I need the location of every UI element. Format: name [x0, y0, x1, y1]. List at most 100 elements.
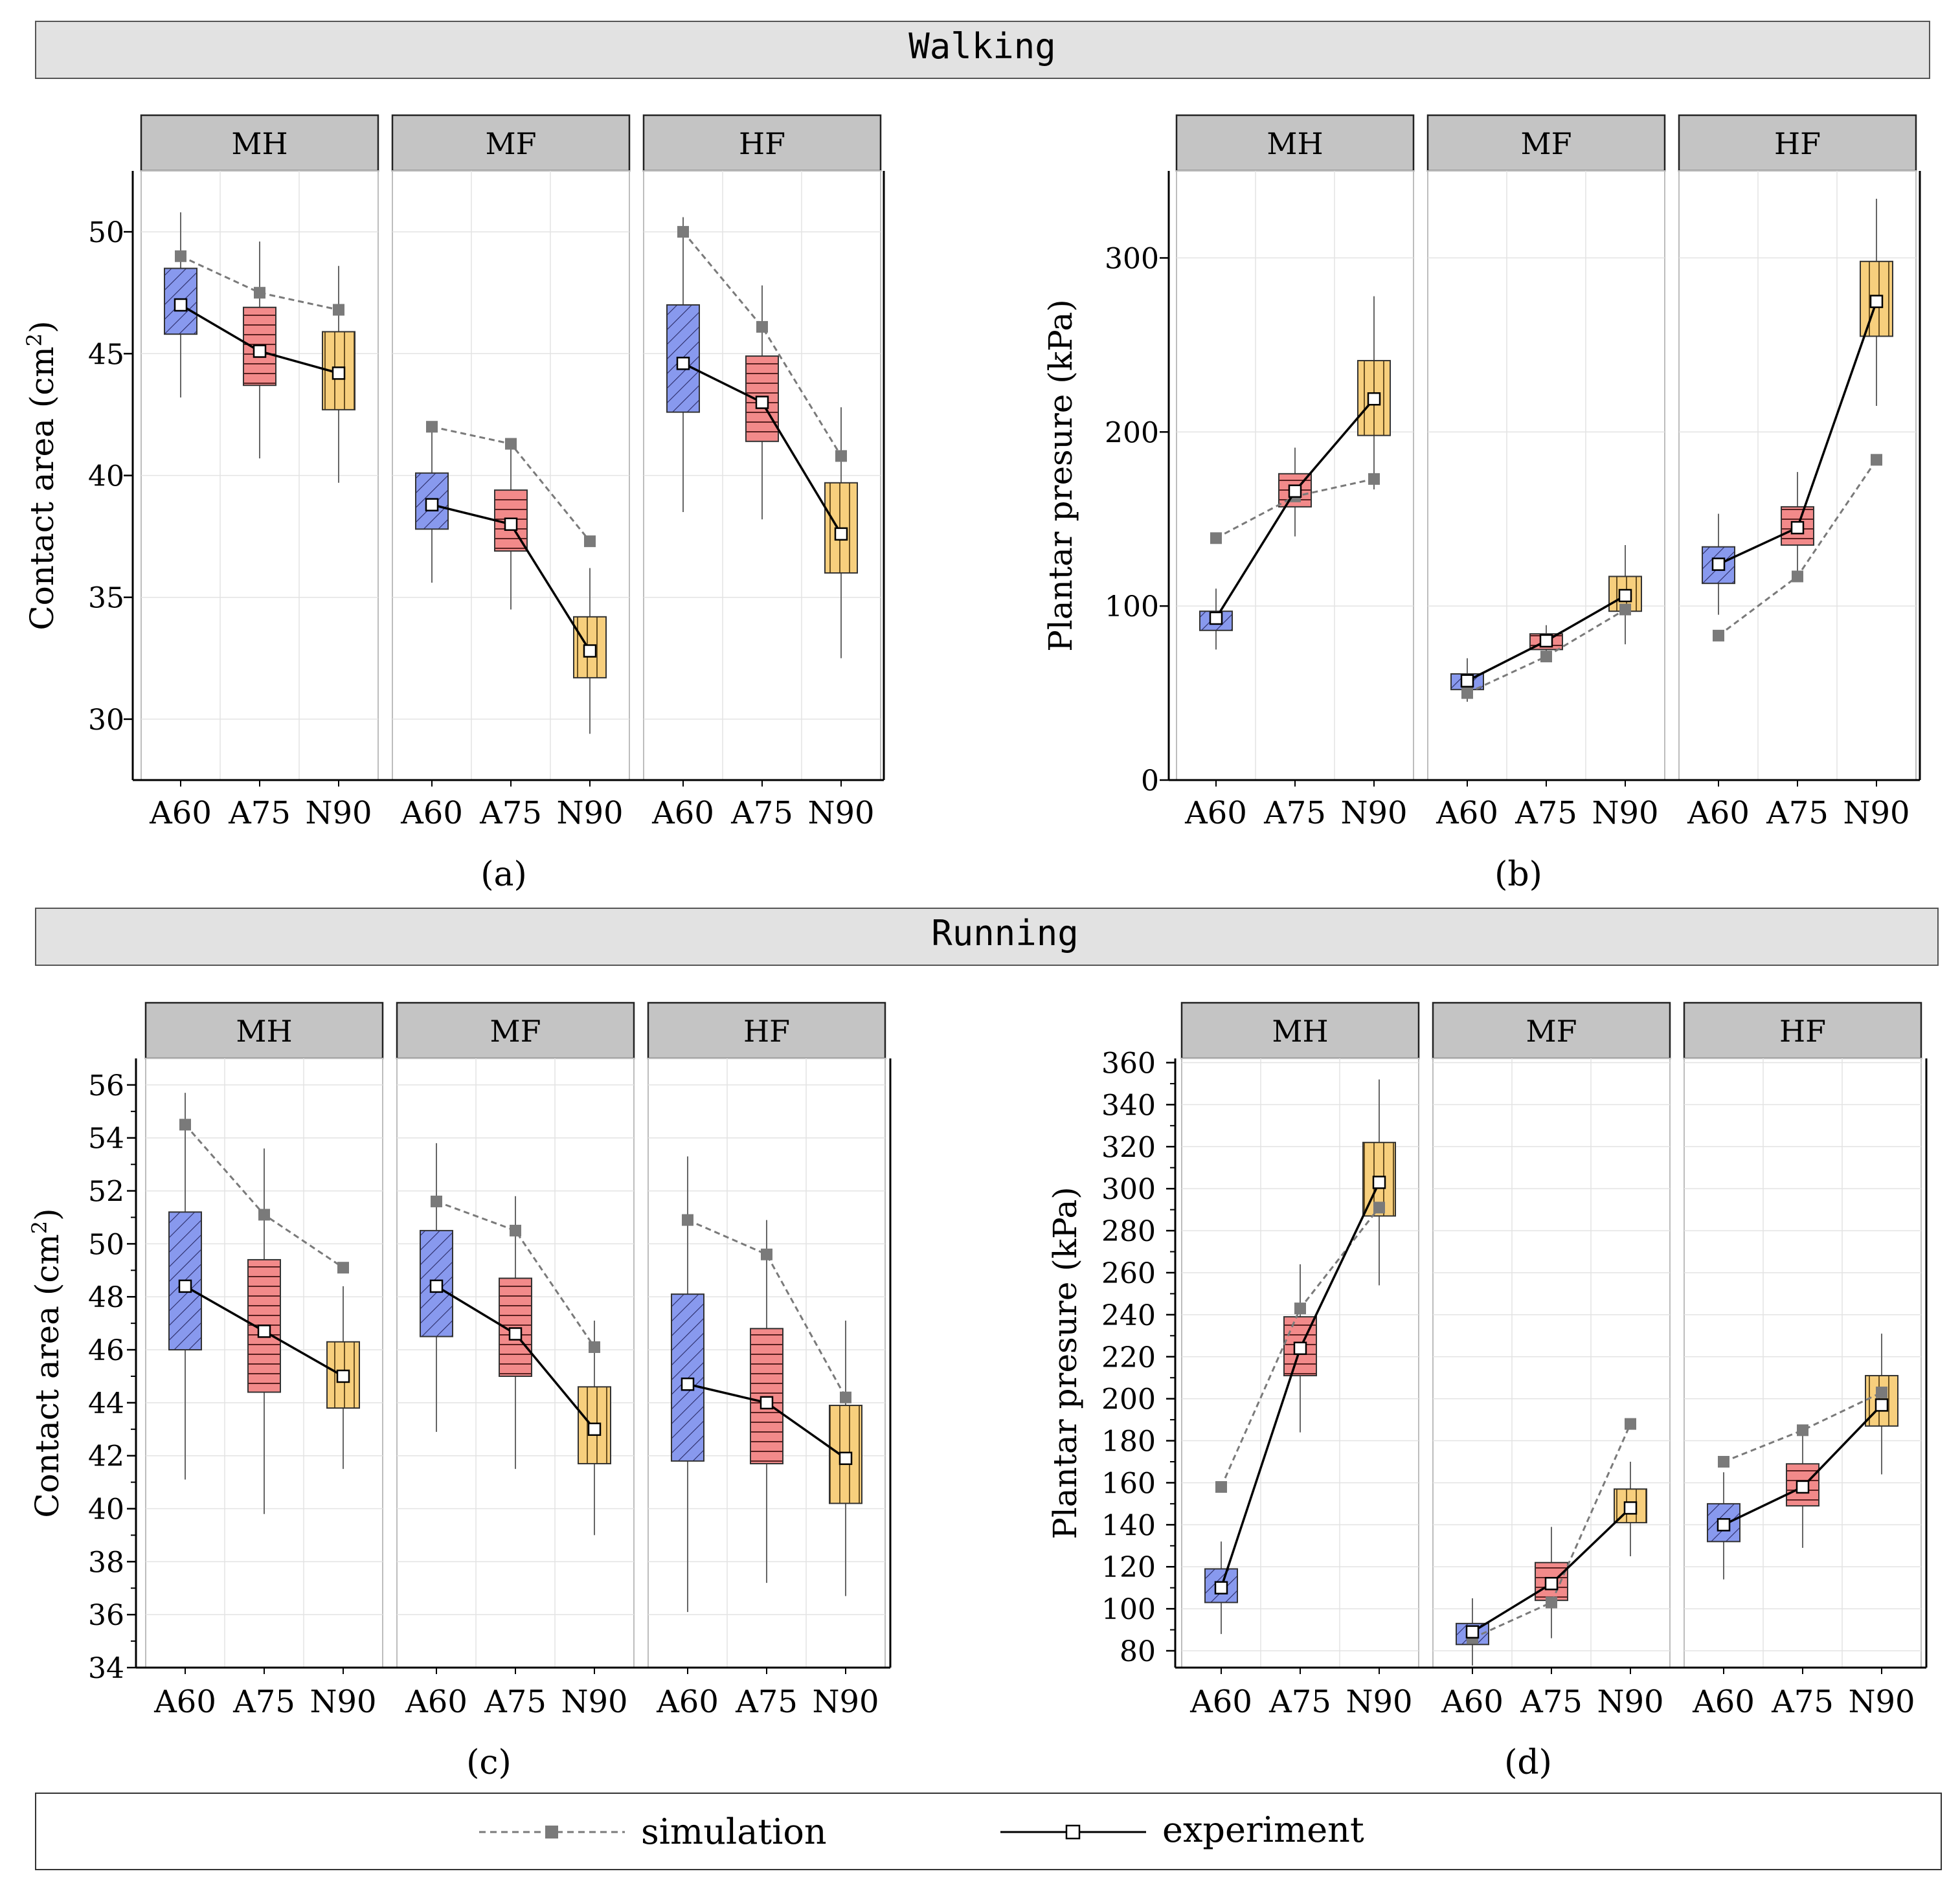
x-tick-label: A75: [735, 1684, 798, 1720]
simulation-point: [1546, 1596, 1557, 1609]
experiment-point: [504, 517, 518, 531]
experiment-point: [1460, 674, 1474, 688]
y-axis-label: Contact area (cm2): [27, 1208, 66, 1517]
x-tick-label: N90: [812, 1684, 879, 1720]
x-tick-label: A75: [730, 795, 793, 831]
y-tick-label: 52: [88, 1176, 124, 1209]
x-tick-label: N90: [556, 795, 623, 831]
x-tick-label: A75: [1771, 1684, 1834, 1720]
experiment-point: [760, 1396, 774, 1410]
facet-strip-label: MF: [485, 126, 536, 161]
x-tick-label: N90: [1340, 795, 1407, 831]
simulation-point: [175, 250, 186, 262]
simulation-point: [254, 287, 265, 299]
simulation-point: [1871, 454, 1882, 466]
x-tick-label: A75: [1263, 795, 1326, 831]
x-tick-label: A75: [479, 795, 542, 831]
legend: simulation experiment: [35, 1793, 1942, 1870]
experiment-point: [1790, 520, 1805, 535]
x-tick-label: N90: [310, 1684, 376, 1720]
simulation-point: [677, 226, 689, 238]
simulation-point: [1713, 629, 1724, 642]
y-tick-label: 0: [1141, 765, 1159, 798]
experiment-point: [1288, 484, 1302, 498]
x-tick-label: A60: [651, 795, 714, 831]
simulation-point: [835, 450, 847, 462]
simulation-point: [1797, 1424, 1808, 1436]
simulation-line: [436, 1200, 596, 1348]
x-tick-label: A75: [1520, 1684, 1583, 1720]
experiment-point: [1293, 1341, 1307, 1356]
experiment-point: [1711, 557, 1726, 571]
y-tick-label: 45: [88, 338, 124, 371]
simulation-point: [1294, 1302, 1306, 1315]
experiment-point: [1796, 1480, 1810, 1494]
y-tick-label: 220: [1101, 1341, 1156, 1374]
y-tick-label: 100: [1101, 1593, 1156, 1626]
experiment-point: [587, 1422, 602, 1436]
experiment-point: [834, 527, 848, 541]
x-tick-label: N90: [1592, 795, 1658, 831]
experiment-point: [1618, 588, 1632, 603]
experiment-point: [1367, 392, 1381, 406]
simulation-point: [179, 1119, 191, 1131]
section-title-running: Running: [931, 913, 1079, 954]
x-tick-label: A60: [1436, 795, 1498, 831]
y-tick-label: 280: [1101, 1215, 1156, 1248]
facet-strip-label: MH: [231, 126, 287, 161]
simulation-point: [1373, 1202, 1385, 1214]
y-tick-label: 35: [88, 582, 124, 615]
facet-strip: [1678, 114, 1917, 172]
y-tick-label: 180: [1101, 1425, 1156, 1459]
y-tick-label: 40: [88, 1493, 124, 1526]
y-tick-label: 340: [1101, 1089, 1156, 1122]
experiment-point: [1209, 611, 1223, 625]
y-tick-label: 80: [1120, 1635, 1156, 1668]
simulation-point: [1368, 473, 1380, 485]
legend-box: [35, 1793, 1942, 1870]
y-tick-label: 56: [88, 1069, 124, 1102]
box-A75: [745, 355, 779, 442]
experiment-point: [425, 498, 439, 511]
y-axis-label: Plantar presure (kPa): [1042, 299, 1079, 652]
panel-caption: (a): [480, 855, 527, 894]
facet-strip: [391, 114, 631, 172]
y-tick-label: 54: [88, 1123, 124, 1156]
box-A75: [1781, 506, 1814, 546]
simulation-line: [682, 231, 842, 457]
x-tick-label: A75: [1766, 795, 1829, 831]
legend-simulation-marker: [545, 1826, 558, 1839]
legend-simulation-label: simulation: [641, 1811, 827, 1852]
simulation-point: [333, 304, 344, 316]
y-tick-label: 100: [1105, 590, 1159, 623]
facet-strip: [1180, 1001, 1420, 1060]
y-tick-label: 34: [88, 1652, 124, 1685]
experiment-point: [583, 644, 597, 658]
y-tick-label: 44: [88, 1387, 124, 1420]
y-tick-label: 200: [1101, 1383, 1156, 1416]
facet-strip: [1426, 114, 1666, 172]
experiment-point: [1717, 1518, 1731, 1532]
x-tick-label: A75: [1515, 795, 1577, 831]
y-tick-label: 160: [1101, 1467, 1156, 1500]
facet-strip-label: MH: [1272, 1014, 1328, 1049]
panel-caption: (b): [1494, 855, 1542, 894]
legend-experiment-label: experiment: [1162, 1809, 1364, 1850]
simulation-point: [431, 1195, 442, 1207]
panel-a: 30 35 40 45 50 Contact area (cm2) MH A60 A75 N90 M…: [22, 114, 885, 894]
x-tick-label: N90: [1597, 1684, 1663, 1720]
panel-d: 80 100 120 140 160 180 200 220 240 260 280 300 320 34…: [1046, 1001, 1928, 1782]
experiment-point: [1214, 1581, 1228, 1594]
x-tick-label: N90: [1848, 1684, 1915, 1720]
facet-strip-label: MF: [1520, 126, 1571, 161]
simulation-point: [510, 1224, 521, 1236]
x-tick-label: A75: [228, 795, 291, 831]
simulation-line: [1467, 609, 1626, 694]
experiment-point: [253, 344, 267, 358]
facet-strip: [1432, 1001, 1671, 1060]
simulation-point: [589, 1341, 600, 1353]
facet-strip-label: MF: [1526, 1014, 1577, 1049]
experiment-point: [508, 1327, 523, 1341]
experiment-point: [332, 366, 346, 380]
